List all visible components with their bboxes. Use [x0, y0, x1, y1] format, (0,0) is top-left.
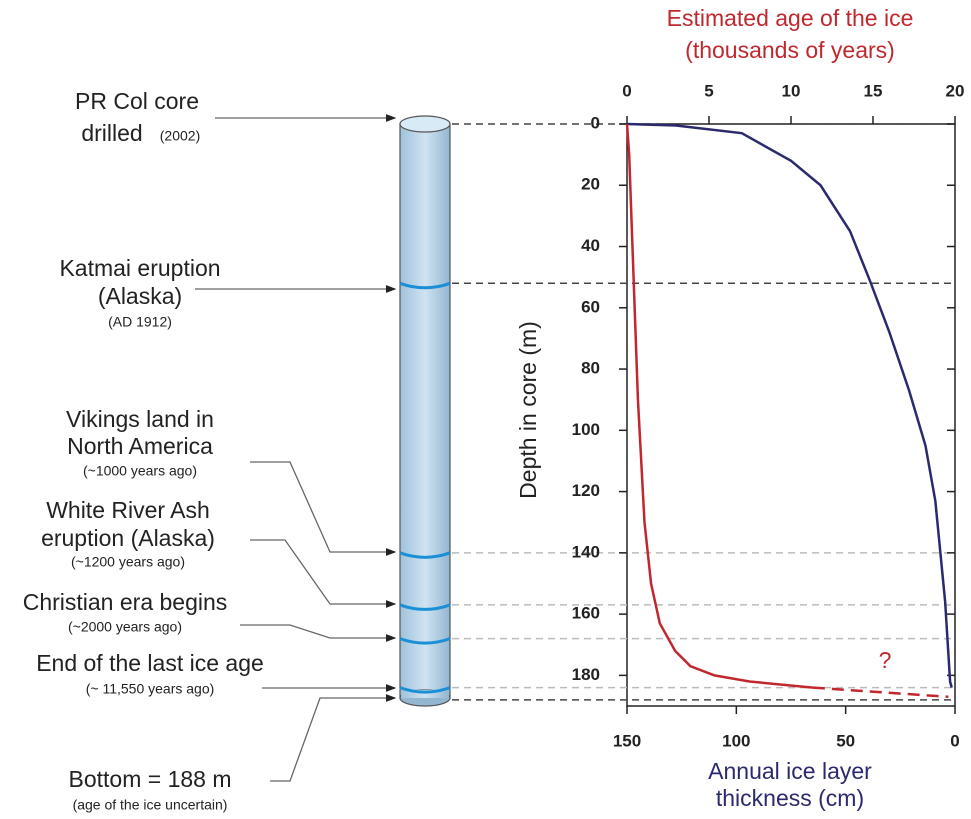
event-label: Christian era begins — [23, 589, 228, 615]
y-tick-label: 60 — [581, 297, 600, 316]
event-label: PR Col core — [75, 88, 199, 114]
core-band — [399, 551, 451, 559]
y-tick-label: 100 — [572, 420, 600, 439]
event-note: (~1000 years ago) — [83, 463, 197, 479]
x2-tick-label: 20 — [946, 81, 965, 100]
x-axis-title: Annual ice layer — [708, 758, 872, 784]
event-label: eruption (Alaska) — [41, 525, 215, 551]
y-tick-label: 20 — [581, 175, 600, 194]
data-line — [626, 122, 953, 688]
x-tick-label: 150 — [613, 731, 641, 750]
y-tick-label: 40 — [581, 236, 600, 255]
chart-subtitle: (thousands of years) — [685, 37, 895, 63]
x2-tick-label: 15 — [864, 81, 883, 100]
event-label: Katmai eruption — [59, 255, 220, 281]
plot-frame — [626, 123, 956, 707]
arrow — [270, 694, 397, 782]
core-band — [399, 603, 451, 611]
event-label: drilled — [81, 120, 142, 146]
arrow — [250, 461, 397, 556]
event-note: (~ 11,550 years ago) — [86, 681, 215, 697]
event-label: End of the last ice age — [36, 650, 264, 676]
core-band — [399, 281, 451, 290]
data-line — [812, 686, 949, 699]
arrow — [240, 624, 397, 642]
y-tick-label: 180 — [572, 665, 600, 684]
y-tick-label: 0 — [591, 113, 600, 132]
y-tick-label: 140 — [572, 542, 600, 561]
event-note: (~2000 years ago) — [68, 619, 182, 635]
x-tick-label: 0 — [950, 731, 959, 750]
event-label: White River Ash — [46, 497, 210, 523]
x2-tick-label: 0 — [622, 81, 631, 100]
event-note: (age of the ice uncertain) — [73, 797, 228, 813]
x2-tick-label: 10 — [782, 81, 801, 100]
event-note: (~1200 years ago) — [71, 554, 185, 570]
ice-core — [399, 115, 451, 707]
event-label: Bottom = 188 m — [69, 766, 232, 792]
core-band — [399, 686, 451, 694]
event-label: North America — [67, 433, 213, 459]
arrow — [250, 539, 397, 608]
event-label: (Alaska) — [98, 283, 182, 309]
x-axis-title: thickness (cm) — [716, 785, 864, 811]
annotation: ? — [879, 647, 892, 673]
x-tick-label: 100 — [722, 731, 750, 750]
chart-title: Estimated age of the ice — [667, 5, 914, 31]
y-tick-label: 160 — [572, 604, 600, 623]
data-line — [625, 123, 813, 689]
x2-tick-label: 5 — [704, 81, 713, 100]
core-band — [399, 637, 451, 645]
event-note: (2002) — [160, 128, 200, 144]
event-label: Vikings land in — [66, 406, 214, 432]
y-axis-title: Depth in core (m) — [515, 321, 541, 499]
y-tick-label: 80 — [581, 359, 600, 378]
y-tick-label: 120 — [572, 481, 600, 500]
event-note: (AD 1912) — [108, 314, 172, 330]
x-tick-label: 50 — [836, 731, 855, 750]
